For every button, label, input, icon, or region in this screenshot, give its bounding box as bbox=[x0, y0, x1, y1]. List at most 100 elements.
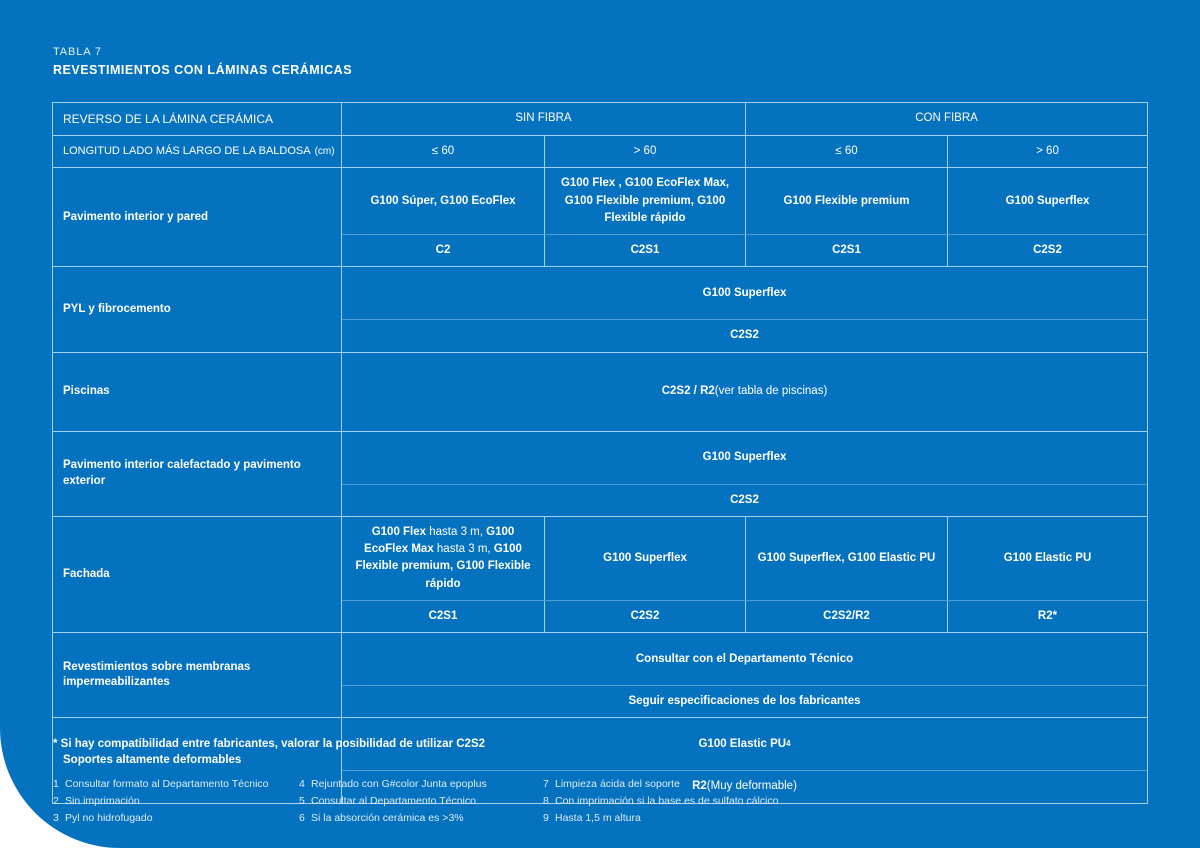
cell-class-note: (ver tabla de piscinas) bbox=[714, 385, 828, 398]
footnote-item: 9 Hasta 1,5 m altura bbox=[543, 810, 843, 827]
footnote-item: 8 Con imprimación si la base es de sulfat… bbox=[543, 793, 843, 810]
footnote-number: 8 bbox=[543, 795, 549, 807]
row-label-soportes-deformables: Soportes altamente deformables bbox=[53, 718, 342, 803]
header-longitud-text: LONGITUD LADO MÁS LARGO DE LA BALDOSA bbox=[63, 145, 311, 158]
row-products: G100 Superflex bbox=[342, 267, 1147, 319]
row-label-piscinas: Piscinas bbox=[53, 352, 342, 431]
cell-class: C2S2/R2 bbox=[745, 600, 947, 633]
cell-product: G100 Flexible premium bbox=[745, 168, 947, 235]
row-classes: Seguir especificaciones de los fabricant… bbox=[342, 685, 1147, 717]
row-label-revestimientos-membranas: Revestimientos sobre membranas impermeab… bbox=[53, 633, 342, 718]
row-label-pavimento-interior: Pavimento interior y pared bbox=[53, 168, 342, 267]
row-classes: R2 (Muy deformable) bbox=[342, 770, 1147, 802]
table-header-row-sizes: LONGITUD LADO MÁS LARGO DE LA BALDOSA (c… bbox=[53, 135, 1147, 168]
cell-product-merged: Consultar con el Departamento Técnico bbox=[635, 652, 854, 665]
cell-class: C2S2 bbox=[544, 600, 745, 633]
footnote-list: 1 Consultar formato al Departamento Técni… bbox=[53, 776, 843, 827]
footnote-item: 5 Consultar al Departamento Técnico bbox=[299, 793, 543, 810]
cell-class-bold: C2S2 / R2 bbox=[661, 385, 715, 398]
cell-class: C2S1 bbox=[428, 609, 458, 622]
rich-text-fachada-1: G100 Flex hasta 3 m, G100 EcoFlex Max ha… bbox=[350, 524, 536, 593]
footnote-number: 2 bbox=[53, 795, 59, 807]
row-products: G100 Elastic PU 4 bbox=[342, 718, 1147, 770]
cell-product-merged: G100 Superflex bbox=[702, 286, 787, 299]
row-label-pavimento-calefactado: Pavimento interior calefactado y pavimen… bbox=[53, 431, 342, 516]
cell-class: C2S1 bbox=[544, 235, 745, 267]
footnote-item: 3 Pyl no hidrofugado bbox=[53, 810, 299, 827]
cell-product: G100 Superflex bbox=[544, 516, 745, 600]
product-fragment: hasta 3 m, bbox=[433, 543, 494, 556]
cell-class-merged: C2S2 bbox=[730, 329, 759, 342]
header-size-3: ≤ 60 bbox=[745, 136, 947, 168]
cell-product-rich: G100 Flex hasta 3 m, G100 EcoFlex Max ha… bbox=[342, 517, 544, 600]
cell-class: C2S1 bbox=[745, 235, 947, 267]
footnote-text: Rejuntado con G#color Junta epoplus bbox=[311, 778, 487, 790]
footnote-text: Hasta 1,5 m altura bbox=[555, 812, 641, 824]
cell-product-superscript: 4 bbox=[786, 739, 791, 749]
footnote-number: 1 bbox=[53, 778, 59, 790]
row-products: G100 Súper, G100 EcoFlex G100 Flex , G10… bbox=[342, 168, 1147, 235]
footnote-number: 3 bbox=[53, 812, 59, 824]
cell-product-merged: G100 Superflex bbox=[702, 451, 787, 464]
table-row: Pavimento interior calefactado y pavimen… bbox=[53, 430, 1147, 516]
header-size-1: ≤ 60 bbox=[431, 145, 455, 158]
footnote-number: 5 bbox=[299, 795, 305, 807]
footnote-item: 6 Si la absorción cerámica es >3% bbox=[299, 810, 543, 827]
footnote-column-1: 1 Consultar formato al Departamento Técni… bbox=[53, 776, 299, 827]
table-row: Pavimento interior y pared G100 Súper, G… bbox=[53, 167, 1147, 267]
header-longitud-unit: (cm) bbox=[314, 146, 335, 158]
row-classes: C2 C2S1 C2S1 C2S2 bbox=[342, 234, 1147, 267]
footnote-text: Con imprimación si la base es de sulfato… bbox=[555, 795, 779, 807]
cell-product: G100 Flex , G100 EcoFlex Max, G100 Flexi… bbox=[544, 168, 745, 235]
cell-class: R2* bbox=[947, 600, 1147, 633]
coverings-table: REVERSO DE LA LÁMINA CERÁMICA SIN FIBRA … bbox=[52, 102, 1148, 804]
table-row: Fachada G100 Flex hasta 3 m, G100 EcoFle… bbox=[53, 515, 1147, 633]
cell-product: G100 Superflex, G100 Elastic PU bbox=[745, 516, 947, 600]
footnote-text: Consultar formato al Departamento Técnic… bbox=[65, 778, 269, 790]
row-classes: C2S1 C2S2 C2S2/R2 R2* bbox=[342, 599, 1147, 633]
cell-class-bold: R2 bbox=[692, 780, 707, 793]
cell-product-merged: C2S2 / R2 (ver tabla de piscinas) bbox=[342, 353, 1147, 431]
table-row: Revestimientos sobre membranas impermeab… bbox=[53, 632, 1147, 718]
page-title: REVESTIMIENTOS CON LÁMINAS CERÁMICAS bbox=[53, 63, 353, 77]
page-heading: TABLA 7 REVESTIMIENTOS CON LÁMINAS CERÁM… bbox=[53, 46, 352, 77]
header-group-con-fibra: CON FIBRA bbox=[745, 103, 1147, 136]
cell-product-text: G100 Elastic PU bbox=[698, 737, 787, 750]
footnote-number: 4 bbox=[299, 778, 305, 790]
cell-class-merged: C2S2 bbox=[730, 493, 759, 506]
footnote-item: 1 Consultar formato al Departamento Técni… bbox=[53, 776, 299, 793]
footnote-text: Limpieza ácida del soporte bbox=[555, 778, 680, 790]
table-row: Piscinas C2S2 / R2 (ver tabla de piscina… bbox=[53, 351, 1147, 431]
header-group-sin-fibra: SIN FIBRA bbox=[515, 112, 572, 125]
row-products: G100 Superflex bbox=[342, 432, 1147, 484]
row-products: Consultar con el Departamento Técnico bbox=[342, 633, 1147, 685]
row-label-pyl-fibrocemento: PYL y fibrocemento bbox=[53, 267, 342, 352]
cell-class-note: (Muy deformable) bbox=[706, 780, 797, 793]
table-header-row-groups: REVERSO DE LA LÁMINA CERÁMICA SIN FIBRA … bbox=[53, 103, 1147, 136]
cell-product: G100 Súper, G100 EcoFlex bbox=[370, 194, 516, 207]
row-classes: C2S2 bbox=[342, 319, 1147, 351]
product-fragment: hasta 3 m, bbox=[426, 525, 487, 538]
row-products: G100 Flex hasta 3 m, G100 EcoFlex Max ha… bbox=[342, 516, 1147, 600]
header-size-2: > 60 bbox=[544, 136, 745, 168]
footnote-text: Sin imprimación bbox=[65, 795, 140, 807]
footnote-item: 2 Sin imprimación bbox=[53, 793, 299, 810]
row-label-fachada: Fachada bbox=[53, 516, 342, 633]
cell-class: C2 bbox=[435, 244, 451, 257]
footnote-number: 9 bbox=[543, 812, 549, 824]
cell-class-merged: R2 (Muy deformable) bbox=[342, 771, 1147, 802]
cell-product: G100 Superflex bbox=[947, 168, 1147, 235]
row-classes: C2S2 bbox=[342, 483, 1147, 516]
product-fragment: G100 Flex bbox=[371, 525, 427, 538]
footnote-item: 7 Limpieza ácida del soporte bbox=[543, 776, 843, 793]
row-products: C2S2 / R2 (ver tabla de piscinas) bbox=[342, 353, 1147, 431]
cell-class: C2S2 bbox=[947, 235, 1147, 267]
table-row: Soportes altamente deformables G100 Elas… bbox=[53, 717, 1147, 803]
product-fragment: G100 Flexible premium, G100 Flexible ráp… bbox=[355, 543, 531, 590]
table-row: PYL y fibrocemento G100 Superflex C2S2 bbox=[53, 266, 1147, 352]
cell-product-merged: G100 Elastic PU 4 bbox=[342, 718, 1147, 770]
header-size-4: > 60 bbox=[947, 136, 1147, 168]
header-col-longitud: LONGITUD LADO MÁS LARGO DE LA BALDOSA (c… bbox=[53, 136, 342, 168]
footnote-text: Pyl no hidrofugado bbox=[65, 812, 153, 824]
